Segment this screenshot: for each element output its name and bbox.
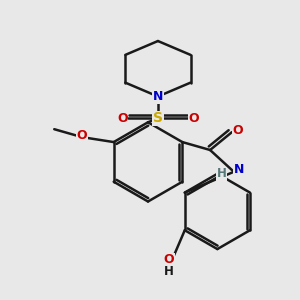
Text: N: N: [234, 163, 244, 176]
Text: O: O: [77, 129, 87, 142]
Text: O: O: [117, 112, 128, 125]
Text: H: H: [164, 266, 174, 278]
Text: O: O: [188, 112, 199, 125]
Text: O: O: [232, 124, 243, 137]
Text: H: H: [217, 167, 227, 180]
Text: O: O: [164, 254, 174, 266]
Text: N: N: [153, 90, 163, 103]
Text: S: S: [153, 111, 163, 125]
